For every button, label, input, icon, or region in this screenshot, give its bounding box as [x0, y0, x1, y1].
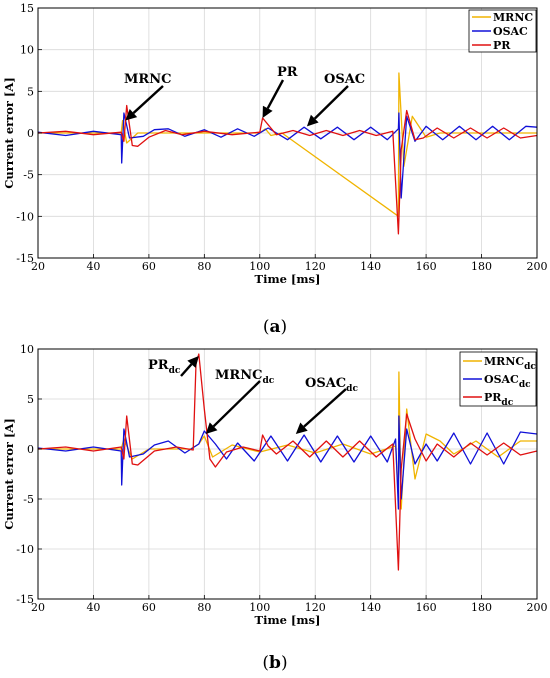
legend-label-pr: PRdc: [484, 391, 514, 408]
legend-label-pr: PR: [493, 39, 511, 52]
x-tick-label: 20: [31, 260, 45, 273]
annotation-arrow-shaft: [180, 363, 193, 377]
x-tick-label: 40: [86, 601, 100, 614]
y-tick-label: -10: [16, 543, 34, 556]
annotation-arrow-head: [205, 422, 218, 434]
y-tick-label: 5: [27, 393, 34, 406]
subfigure-caption: (b): [262, 653, 287, 673]
x-tick-label: 60: [142, 260, 156, 273]
legend-label-osac: OSAC: [493, 25, 528, 38]
x-axis-label: Time [ms]: [255, 272, 321, 286]
x-tick-label: 20: [31, 601, 45, 614]
annotation-arrow-head: [125, 109, 138, 121]
annotation-arrow-head: [306, 114, 319, 127]
plot-b: 20 40 60 80 100 120 140 160 180 200 -15 -10 -5 0 5 10 Ti…: [2, 343, 548, 673]
legend-label-mrnc: MRNC: [493, 11, 533, 24]
annotation-mrnc: MRNCdc: [215, 368, 275, 386]
series-line-osac: [37, 112, 538, 199]
x-tick-label: 80: [197, 260, 211, 273]
y-tick-label: -15: [16, 252, 34, 265]
y-axis-label: Current error [A]: [2, 77, 16, 189]
annotation-osac: OSAC: [324, 72, 365, 87]
x-tick-label: 140: [360, 601, 381, 614]
series-line-pr: [37, 353, 538, 571]
annotation-arrow-shaft: [303, 388, 347, 428]
x-tick-label: 160: [416, 260, 437, 273]
y-tick-label: 10: [20, 343, 34, 356]
legend-label-osac: OSACdc: [484, 373, 531, 390]
plot-a: 20 40 60 80 100 120 140 160 180 200 -15 -10 -5 0 5 10 15…: [2, 2, 548, 337]
y-tick-label: 10: [20, 44, 34, 57]
x-tick-label: 180: [471, 601, 492, 614]
x-tick-label: 40: [86, 260, 100, 273]
x-axis-label: Time [ms]: [255, 613, 321, 627]
x-tick-label: 160: [416, 601, 437, 614]
series-line-mrnc: [38, 371, 537, 510]
annotation-arrow-head: [295, 422, 308, 434]
annotation-osac: OSACdc: [305, 376, 358, 394]
legend-label-mrnc: MRNCdc: [484, 355, 536, 372]
x-tick-label: 120: [305, 601, 326, 614]
annotation-arrow-shaft: [313, 85, 349, 120]
x-tick-label: 140: [360, 260, 381, 273]
y-tick-label: -15: [16, 593, 34, 606]
y-tick-label: -10: [16, 210, 34, 223]
annotation-mrnc: MRNC: [124, 72, 171, 87]
y-tick-label: -5: [23, 169, 34, 182]
x-tick-label: 180: [471, 260, 492, 273]
x-tick-label: 80: [197, 601, 211, 614]
plot-frame: [37, 348, 538, 600]
annotation-arrow-shaft: [266, 79, 285, 109]
y-tick-label: 0: [27, 127, 34, 140]
subfigure-caption: (a): [263, 317, 287, 337]
series-line-osac: [37, 415, 538, 510]
annotation-arrow-shaft: [132, 85, 164, 114]
y-tick-label: 0: [27, 443, 34, 456]
y-tick-label: -5: [23, 493, 34, 506]
x-tick-label: 100: [249, 260, 270, 273]
x-tick-label: 120: [305, 260, 326, 273]
series-line-pr: [37, 104, 538, 235]
x-tick-label: 60: [142, 601, 156, 614]
x-tick-label: 100: [249, 601, 270, 614]
annotation-arrow-shaft: [212, 380, 261, 428]
annotation-arrow-head: [262, 105, 273, 118]
y-axis-label: Current error [A]: [2, 418, 16, 530]
y-tick-label: 5: [27, 85, 34, 98]
annotation-pr: PRdc: [148, 358, 181, 376]
x-tick-label: 200: [527, 260, 548, 273]
x-tick-label: 200: [527, 601, 548, 614]
annotation-arrow-head: [187, 356, 199, 368]
y-tick-label: 15: [20, 2, 34, 15]
annotation-pr: PR: [277, 65, 298, 80]
